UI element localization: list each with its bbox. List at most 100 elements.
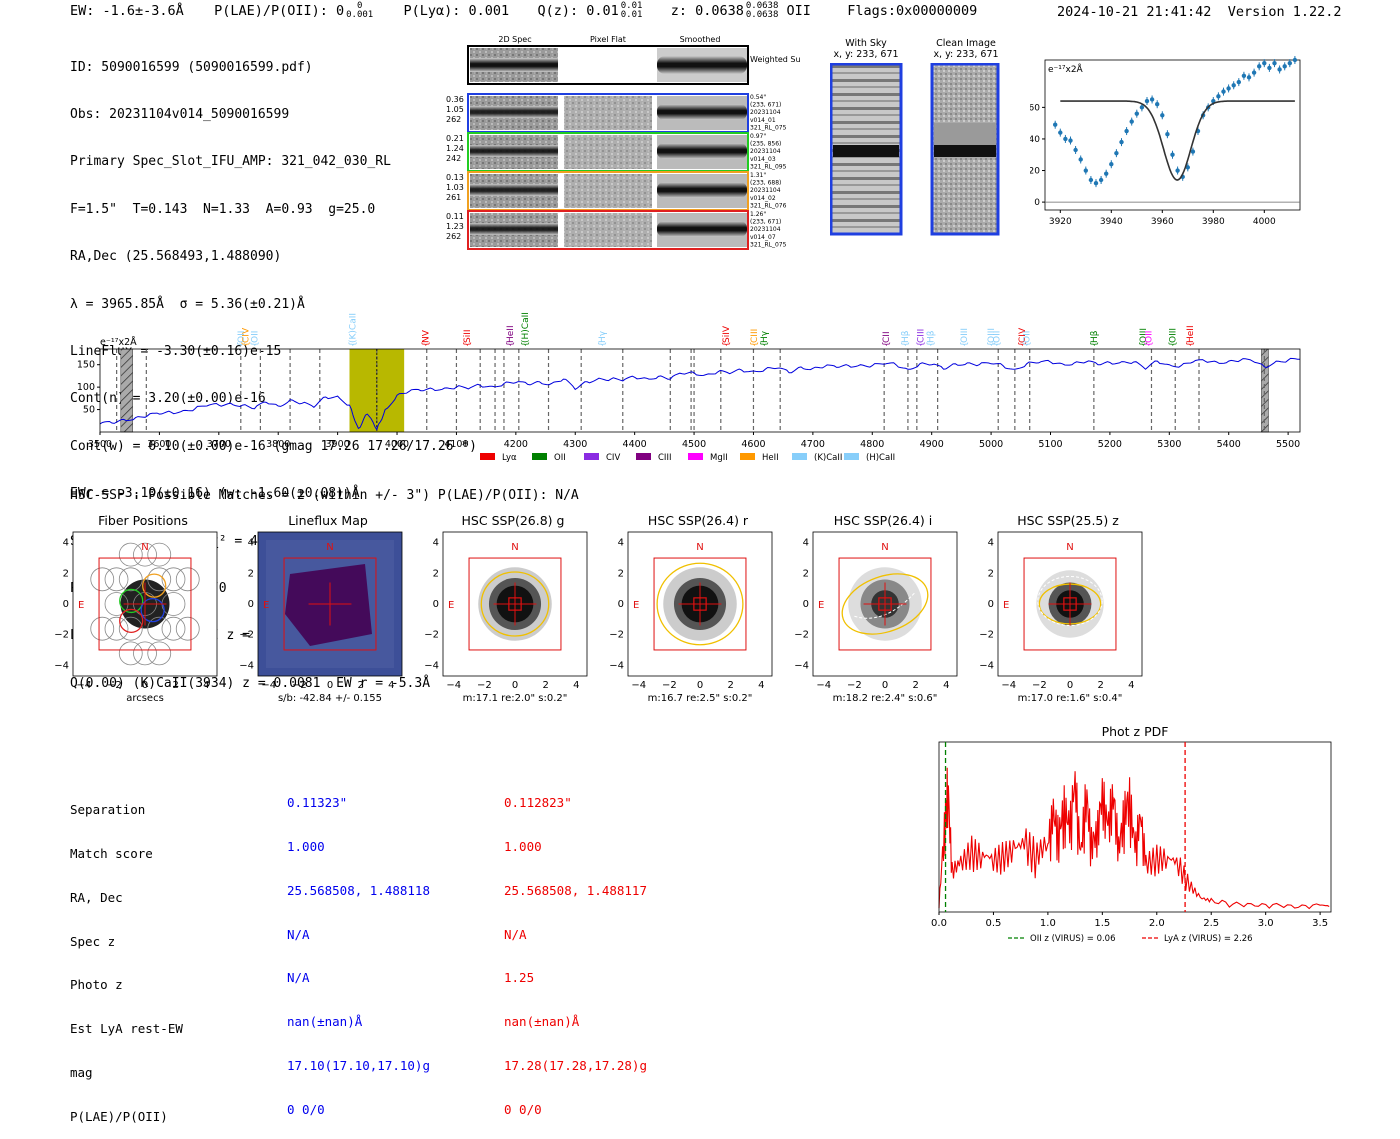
spectrum-line-label: (K)CaII{ — [348, 313, 358, 347]
compass-north: N — [696, 542, 703, 553]
compass-north: N — [326, 542, 333, 553]
cutout-right-stat: v014_01 — [750, 117, 776, 124]
spectrum-x-tick-label: 3700 — [207, 439, 231, 450]
photz-x-tick-label: 1.0 — [1040, 918, 1056, 929]
cutout-left-stat: 261 — [446, 193, 461, 202]
hsc-y-tick-label: −4 — [794, 660, 809, 671]
cutout-right-stat: (233, 671) — [750, 102, 781, 109]
svg-text:{: { — [1023, 341, 1033, 347]
hsc-panel-caption: s/b: -42.84 +/- 0.155 — [278, 693, 382, 704]
fit-data-point — [1104, 171, 1109, 176]
fit-data-point — [1155, 102, 1160, 107]
cutout-left-stat: 0.36 — [446, 95, 464, 104]
info-line: Primary Spec_Slot_IFU_AMP: 321_042_030_R… — [70, 154, 391, 170]
svg-text:SiIV: SiIV — [722, 325, 732, 343]
svg-text:{: { — [463, 341, 473, 347]
legend-swatch — [740, 453, 755, 460]
cutout-left-stat: 1.03 — [446, 183, 464, 192]
hsc-x-tick-label: 0 — [697, 680, 703, 691]
hsc-y-tick-label: −2 — [239, 630, 254, 641]
timestamp: 2024-10-21 21:41:42 Version 1.22.2 — [1057, 4, 1342, 20]
info-line: λ = 3965.85Å σ = 5.36(±0.21)Å — [70, 296, 305, 312]
svg-text:{: { — [506, 341, 516, 347]
cutout-right-stat: v014_03 — [750, 156, 776, 163]
fit-data-point — [1226, 86, 1231, 91]
svg-text:NV: NV — [422, 329, 432, 343]
match-red-values: 0.112823" 1.000 25.568508, 1.488117 N/A … — [504, 767, 647, 1132]
svg-text:Hβ: Hβ — [901, 330, 911, 343]
fit-data-point — [1078, 157, 1083, 162]
spectrum-line-label: HeII{ — [506, 325, 516, 347]
fit-axes-frame — [1044, 59, 1301, 211]
svg-text:{: { — [598, 341, 608, 347]
hsc-y-tick-label: −4 — [424, 660, 439, 671]
cutout-right-stat: 321_RL_075 — [750, 241, 787, 248]
fiber-circle — [90, 567, 115, 592]
info-line: Cont(w) = 6.10(±0.00)e-16 (gmag 17.26 17… — [70, 438, 477, 454]
hsc-y-tick-label: 4 — [63, 538, 69, 549]
aperture-ellipse — [841, 573, 929, 635]
match-red-value: 1.25 — [504, 970, 535, 986]
spectrum-line-label: CII{ — [882, 331, 892, 347]
cutout-left-stat: 1.24 — [446, 144, 464, 153]
sky-images — [830, 63, 1000, 236]
svg-text:OIII: OIII — [1139, 328, 1149, 343]
spectrum-line-label: CIV{ — [1018, 327, 1028, 347]
svg-text:Hγ: Hγ — [760, 330, 770, 343]
legend-label: OII — [554, 453, 566, 463]
fit-gaussian-line — [1060, 100, 1295, 181]
spectrum-y-tick-label: 100 — [77, 382, 95, 393]
hsc-y-tick-label: −4 — [979, 660, 994, 671]
svg-text:OII: OII — [250, 331, 260, 343]
hsc-panel-title: HSC SSP(26.8) g — [461, 513, 565, 528]
fit-data-point — [1088, 177, 1094, 183]
fiber-circle — [133, 542, 157, 567]
hsc-x-tick-label: −4 — [261, 680, 276, 691]
photz-legend-entry: OII z (VIRUS) = 0.06 — [1008, 934, 1116, 944]
svg-text:(H)CaII: (H)CaII — [521, 312, 531, 343]
cutout-left-stat: 0.11 — [446, 212, 464, 221]
svg-text:{: { — [992, 341, 1002, 347]
legend-swatch — [844, 453, 859, 460]
fit-x-tick-label: 4000 — [1253, 217, 1276, 227]
spectrum-line-label: OIII{ — [1168, 328, 1178, 347]
cutout-strips: 2D Spec Pixel Flat Smoothed Weighted Sum… — [446, 35, 800, 250]
photz-x-tick-label: 2.5 — [1203, 918, 1219, 929]
hsc-y-tick-label: 2 — [433, 568, 439, 579]
spectrum-x-tick-label: 5200 — [1098, 439, 1122, 450]
hsc-panel-title: Fiber Positions — [98, 513, 188, 528]
spectrum-x-tick-label: 3900 — [326, 439, 350, 450]
cutout-right-stat: 321_RL_075 — [750, 124, 787, 131]
spectrum-x-tick-label: 5500 — [1276, 439, 1300, 450]
hsc-y-tick-label: 2 — [803, 568, 809, 579]
fiber-circle — [133, 641, 157, 666]
weighted-sum-row: Weighted Sum — [467, 45, 800, 85]
spectrum-x-tick-label: 5300 — [1157, 439, 1181, 450]
spectrum-x-tick-label: 4200 — [504, 439, 528, 450]
spectrum-axes-frame — [99, 348, 1301, 433]
clean-image — [930, 63, 1000, 236]
cutout-right-stat: 0.97" — [750, 133, 766, 140]
version-label: Version 1.22.2 — [1227, 4, 1342, 20]
spectrum-line-label: CIV{ — [242, 327, 252, 347]
fit-x-tick-label: 3980 — [1202, 217, 1225, 227]
match-label: Est LyA rest-EW — [70, 1021, 183, 1037]
svg-text:{: { — [722, 341, 732, 347]
photz-pdf-chart: Phot z PDF 0.0 0.5 1.0 1.5 2.0 2.5 3.0 3.5 OII z … — [931, 724, 1332, 944]
spectrum-line-label: OII{ — [992, 331, 1002, 347]
hsc-x-tick-label: 4 — [1128, 680, 1134, 691]
hsc-y-tick-label: −2 — [609, 630, 624, 641]
aperture-ellipse — [480, 571, 550, 637]
fit-data-point — [1093, 180, 1099, 186]
spectrum-x-tick-label: 5100 — [1038, 439, 1062, 450]
compass-east: E — [78, 600, 84, 611]
fit-data-point — [1221, 89, 1226, 94]
hsc-x-tick-label: −4 — [816, 680, 831, 691]
spectrum-legend-entry: OII — [532, 453, 566, 463]
cutout-right-stat: 20231104 — [750, 109, 781, 116]
fiber-circle — [147, 641, 172, 666]
ew-value: EW: -1.6±-3.6Å — [70, 3, 184, 19]
hsc-x-tick-label: −2 — [477, 680, 492, 691]
fit-data-point — [1139, 105, 1145, 110]
